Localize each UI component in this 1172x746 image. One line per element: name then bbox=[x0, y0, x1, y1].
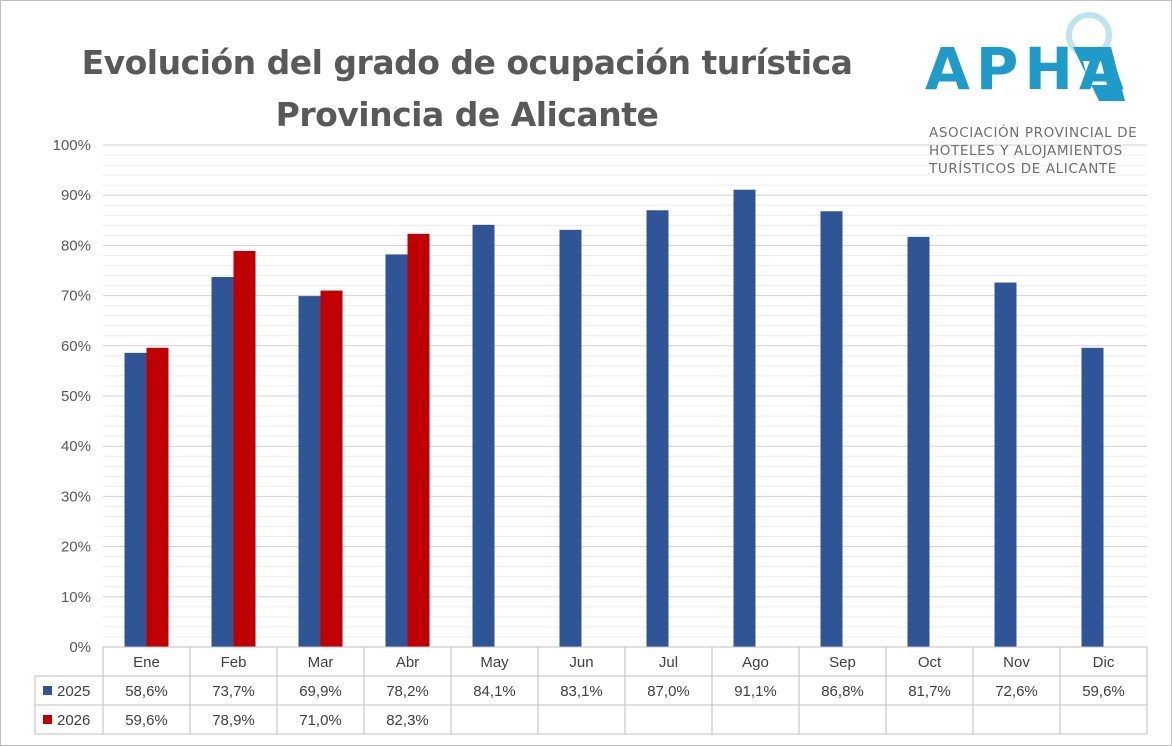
logo-subtitle-line-1: ASOCIACIÓN PROVINCIAL DE bbox=[929, 125, 1138, 141]
data-label-2025-mar: 69,9% bbox=[299, 683, 342, 700]
bar-2026-mar bbox=[320, 290, 343, 647]
category-label-sep: Sep bbox=[829, 654, 856, 671]
bar-2026-ene bbox=[146, 347, 169, 647]
data-label-2025-jul: 87,0% bbox=[647, 683, 690, 700]
legend-label-2025: 2025 bbox=[57, 683, 90, 700]
data-label-2025-sep: 86,8% bbox=[821, 683, 864, 700]
data-label-2026-mar: 71,0% bbox=[299, 712, 342, 729]
chart-title-line-2: Provincia de Alicante bbox=[275, 95, 659, 134]
data-label-2025-ene: 58,6% bbox=[125, 683, 168, 700]
category-label-mar: Mar bbox=[308, 654, 334, 671]
y-tick-label: 10% bbox=[61, 589, 91, 606]
chart-title: Evolución del grado de ocupación turísti… bbox=[67, 37, 867, 141]
category-label-nov: Nov bbox=[1003, 654, 1030, 671]
category-label-feb: Feb bbox=[221, 654, 247, 671]
data-label-2025-may: 84,1% bbox=[473, 683, 516, 700]
category-label-may: May bbox=[480, 654, 509, 671]
bar-2025-may bbox=[472, 224, 495, 647]
category-label-jun: Jun bbox=[569, 654, 593, 671]
category-label-abr: Abr bbox=[396, 654, 419, 671]
data-label-2025-dic: 59,6% bbox=[1082, 683, 1125, 700]
data-label-2025-jun: 83,1% bbox=[560, 683, 603, 700]
data-label-2025-nov: 72,6% bbox=[995, 683, 1038, 700]
data-label-2026-ene: 59,6% bbox=[125, 712, 168, 729]
category-label-ene: Ene bbox=[133, 654, 160, 671]
data-label-2026-feb: 78,9% bbox=[212, 712, 255, 729]
bar-2025-jul bbox=[646, 210, 669, 647]
bar-2025-oct bbox=[907, 236, 930, 647]
logo-acronym: APHA bbox=[925, 35, 1130, 103]
bar-2025-dic bbox=[1081, 347, 1104, 647]
y-tick-label: 100% bbox=[53, 137, 91, 154]
bar-2025-mar bbox=[298, 296, 321, 647]
legend-label-2026: 2026 bbox=[57, 712, 90, 729]
legend-swatch-2025 bbox=[43, 686, 52, 695]
bar-2025-feb bbox=[211, 277, 234, 647]
y-tick-label: 80% bbox=[61, 237, 91, 254]
bar-2026-feb bbox=[233, 250, 256, 647]
category-label-oct: Oct bbox=[918, 654, 942, 671]
legend-swatch-2026 bbox=[43, 715, 52, 724]
logo-subtitle: ASOCIACIÓN PROVINCIAL DE HOTELES Y ALOJA… bbox=[929, 124, 1137, 178]
logo-subtitle-line-2: HOTELES Y ALOJAMIENTOS bbox=[929, 143, 1123, 159]
y-tick-label: 60% bbox=[61, 338, 91, 355]
y-tick-label: 40% bbox=[61, 438, 91, 455]
chart-title-line-1: Evolución del grado de ocupación turísti… bbox=[81, 43, 853, 82]
logo-subtitle-line-3: TURÍSTICOS DE ALICANTE bbox=[929, 161, 1117, 177]
y-tick-label: 90% bbox=[61, 187, 91, 204]
bar-2025-sep bbox=[820, 211, 843, 647]
apha-logo: APHA ASOCIACIÓN PROVINCIAL DE HOTELES Y … bbox=[919, 9, 1169, 184]
bar-2026-abr bbox=[407, 233, 430, 647]
data-label-2025-ago: 91,1% bbox=[734, 683, 777, 700]
bar-2025-abr bbox=[385, 254, 408, 647]
key-ring-icon bbox=[1066, 12, 1125, 101]
y-tick-label: 50% bbox=[61, 388, 91, 405]
category-label-jul: Jul bbox=[659, 654, 678, 671]
category-label-ago: Ago bbox=[742, 654, 769, 671]
bar-2025-jun bbox=[559, 229, 582, 647]
y-tick-label: 0% bbox=[69, 639, 91, 656]
data-label-2025-feb: 73,7% bbox=[212, 683, 255, 700]
y-tick-label: 30% bbox=[61, 488, 91, 505]
y-tick-label: 70% bbox=[61, 288, 91, 305]
bar-2025-ago bbox=[733, 189, 756, 648]
bar-2025-ene bbox=[124, 352, 147, 647]
data-label-2025-oct: 81,7% bbox=[908, 683, 951, 700]
data-label-2025-abr: 78,2% bbox=[386, 683, 429, 700]
category-label-dic: Dic bbox=[1093, 654, 1115, 671]
y-tick-label: 20% bbox=[61, 539, 91, 556]
data-label-2026-abr: 82,3% bbox=[386, 712, 429, 729]
bar-2025-nov bbox=[994, 282, 1017, 647]
